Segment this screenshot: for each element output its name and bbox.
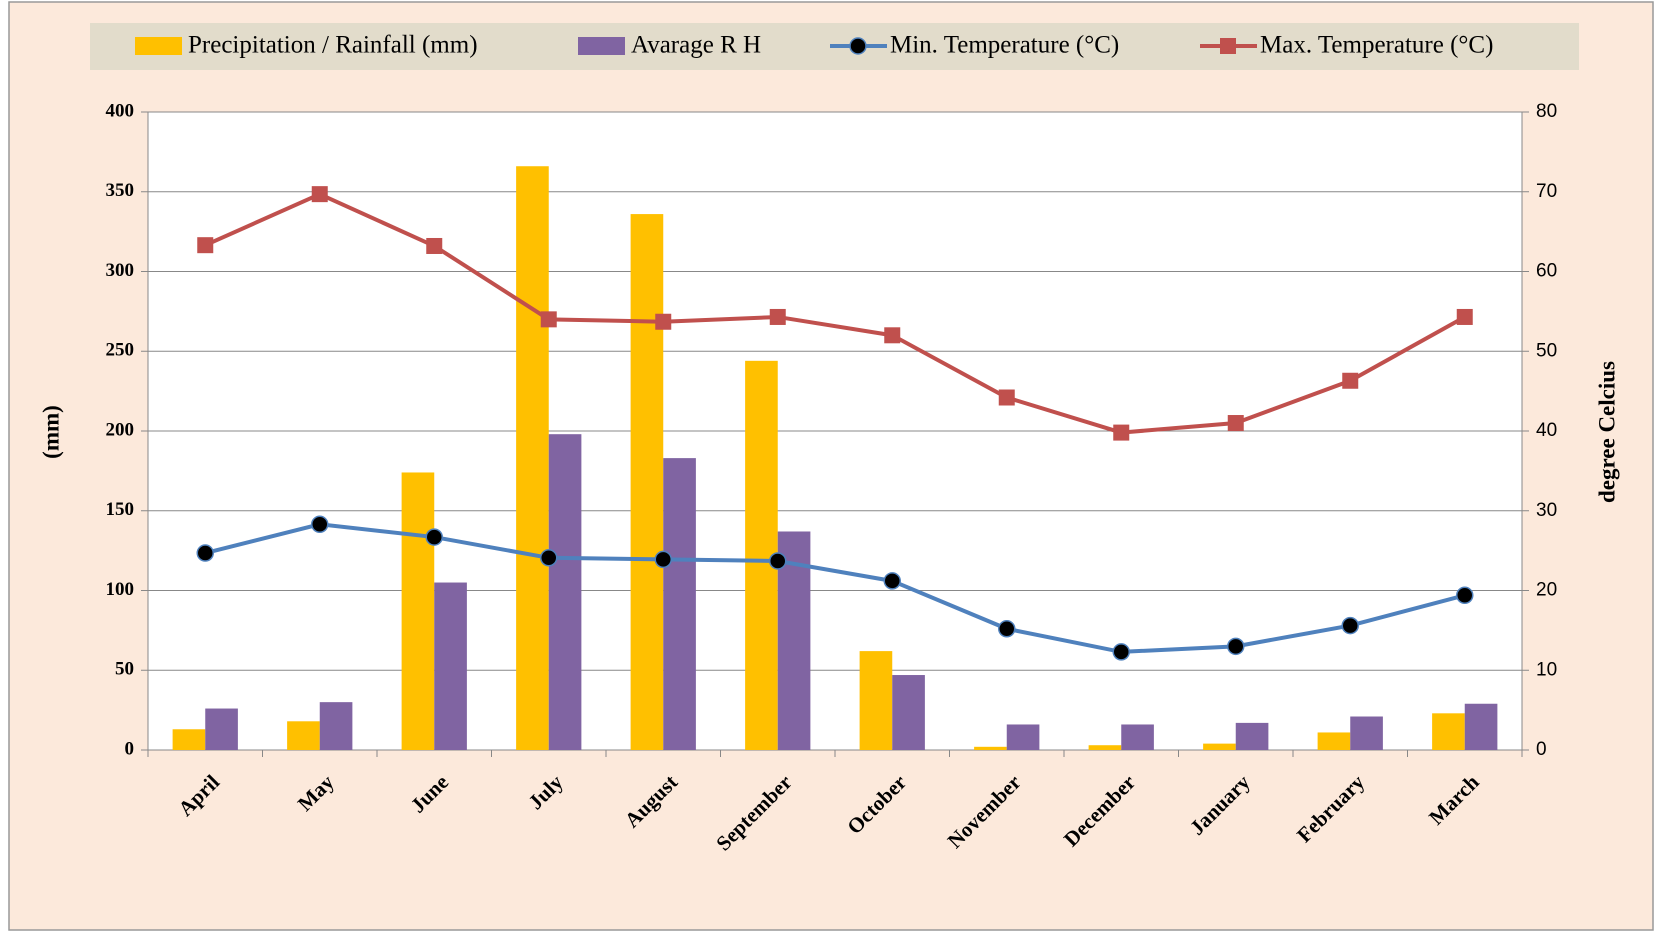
bar <box>1464 703 1498 750</box>
bar <box>630 214 664 750</box>
line-marker <box>883 572 901 590</box>
bar <box>401 472 435 750</box>
legend-swatch <box>578 37 625 55</box>
y-tick-label: 0 <box>125 738 135 759</box>
bar <box>1350 716 1383 750</box>
line-marker <box>884 327 901 344</box>
line-marker <box>197 237 214 254</box>
line-marker <box>654 550 672 569</box>
bar <box>777 531 811 750</box>
line-marker <box>540 311 557 328</box>
y-tick-label: 50 <box>115 659 134 680</box>
y-tick-label: 150 <box>106 499 135 520</box>
bar <box>859 651 893 750</box>
y2-axis-label: degree Celcius <box>1594 361 1619 503</box>
y2-tick-label: 60 <box>1536 261 1557 282</box>
y2-tick-label: 50 <box>1536 340 1557 361</box>
line-marker <box>655 313 672 330</box>
legend-swatch <box>135 37 182 55</box>
line-marker <box>1113 424 1130 441</box>
y2-tick-label: 0 <box>1536 739 1547 760</box>
line-marker <box>1456 308 1473 325</box>
line-marker <box>1227 415 1244 432</box>
legend-label: Avarage R H <box>631 32 761 59</box>
line-marker <box>998 389 1015 406</box>
legend-label: Min. Temperature (°C) <box>890 32 1119 59</box>
line-marker <box>998 620 1016 638</box>
bar <box>1121 724 1154 750</box>
bar <box>516 166 549 751</box>
line-marker <box>311 515 329 534</box>
line-marker <box>425 528 443 546</box>
y2-tick-label: 20 <box>1536 580 1557 601</box>
y2-tick-label: 40 <box>1536 420 1557 441</box>
bar <box>1432 713 1465 750</box>
bar <box>434 582 467 750</box>
bar <box>1006 724 1040 750</box>
line-marker <box>1227 637 1245 656</box>
bar <box>1317 732 1351 750</box>
y-tick-label: 400 <box>106 100 135 121</box>
legend-label: Max. Temperature (°C) <box>1260 32 1493 59</box>
line-marker <box>769 552 787 570</box>
y2-tick-label: 10 <box>1536 659 1557 680</box>
bar <box>319 702 353 750</box>
line-marker <box>769 308 786 325</box>
bar <box>172 729 206 750</box>
bar <box>974 746 1007 750</box>
bar <box>205 708 238 750</box>
line-marker <box>1112 643 1130 661</box>
legend-label: Precipitation / Rainfall (mm) <box>188 32 478 59</box>
line-marker <box>1220 38 1236 54</box>
y2-tick-label: 70 <box>1536 181 1557 202</box>
y-tick-label: 100 <box>106 579 135 600</box>
bar <box>548 434 582 750</box>
bar <box>1088 745 1122 750</box>
line <box>204 522 1466 654</box>
line-marker <box>1341 616 1359 635</box>
bar <box>287 721 320 750</box>
y-tick-label: 200 <box>106 419 135 440</box>
line-marker <box>311 186 328 203</box>
y2-tick-label: 80 <box>1536 101 1557 122</box>
line-marker <box>849 37 867 55</box>
y-tick-label: 350 <box>106 180 135 201</box>
bar <box>663 458 696 750</box>
line-marker <box>1342 372 1359 389</box>
line-marker <box>196 544 214 562</box>
line-marker <box>540 549 558 567</box>
y-axis-label: (mm) <box>38 405 63 459</box>
bar <box>1203 743 1236 750</box>
y2-tick-label: 30 <box>1536 500 1557 521</box>
bar <box>892 675 925 750</box>
line-marker <box>1456 586 1474 605</box>
y-tick-label: 250 <box>106 340 135 361</box>
line-marker <box>426 237 443 254</box>
y-tick-label: 300 <box>106 260 135 281</box>
line <box>204 191 1466 435</box>
bar <box>1235 722 1269 750</box>
